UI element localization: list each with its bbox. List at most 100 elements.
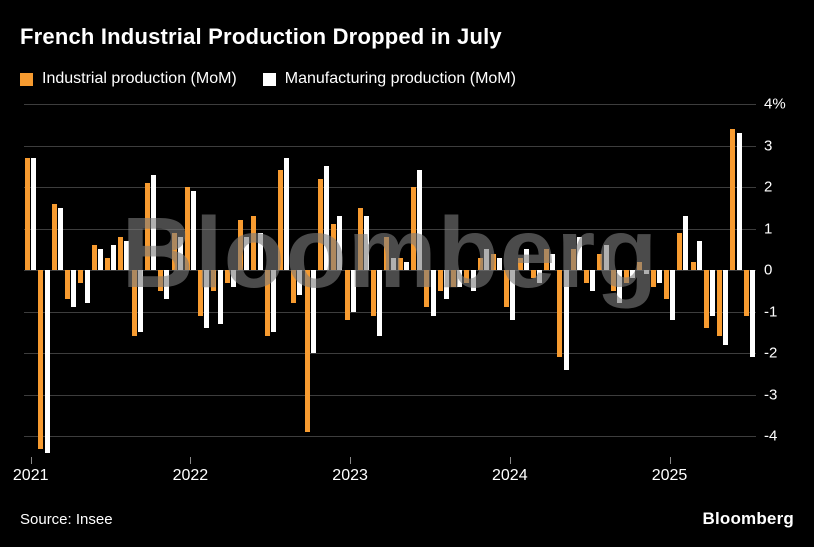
legend: Industrial production (MoM) Manufacturin… [20,70,516,88]
x-axis-tick [350,457,352,464]
bar-industrial [91,245,97,271]
bar-industrial [424,270,430,308]
bar-manufacturing [324,166,330,271]
gridline [24,145,756,147]
chart-title: French Industrial Production Dropped in … [20,24,502,49]
bar-industrial [584,270,589,283]
bar-industrial [624,270,629,283]
bar-manufacturing [390,257,396,271]
bar-manufacturing [670,270,676,320]
bar-industrial [38,270,44,449]
x-axis-tick [190,457,192,464]
y-axis-label: 0 [764,261,773,279]
bar-manufacturing [510,270,516,320]
gridline [24,311,756,313]
bar-industrial [344,270,350,320]
bar-manufacturing [430,270,436,316]
bar-industrial [743,270,749,316]
bar-manufacturing [151,174,156,271]
bar-manufacturing [337,216,343,271]
bar-industrial [544,249,550,271]
source-note: Source: Insee [20,510,113,528]
bar-manufacturing [590,270,596,291]
legend-item-manufacturing: Manufacturing production (MoM) [262,70,516,88]
bar-industrial [504,270,510,308]
bar-industrial [317,178,323,271]
bar-industrial [198,270,204,316]
bar-industrial [357,207,363,271]
gridline [24,187,756,189]
bar-industrial [450,270,456,287]
bar-industrial [211,270,217,291]
bar-manufacturing [44,270,50,453]
bar-industrial [118,236,124,271]
bar-industrial [224,270,230,283]
bar-industrial [304,270,310,433]
gridline [24,436,756,438]
bar-manufacturing [537,270,542,283]
bar-industrial [650,270,656,287]
bar-manufacturing [310,270,316,354]
bar-industrial [464,270,470,283]
bar-manufacturing [71,270,77,308]
y-axis-label: 3 [764,137,773,154]
bar-manufacturing [683,216,689,271]
x-axis-label: 2022 [172,467,209,484]
bar-manufacturing [191,191,196,271]
bar-manufacturing [550,253,556,271]
bar-manufacturing [630,270,636,279]
bar-manufacturing [723,270,729,345]
bar-manufacturing [616,270,622,304]
plot-area: Bloomberg [24,104,756,457]
bar-industrial [437,270,443,291]
bar-industrial [411,187,416,271]
bar-industrial [703,270,709,329]
bar-manufacturing [603,245,609,271]
bar-industrial [51,203,57,271]
bar-industrial [158,270,164,291]
bar-industrial [517,257,523,271]
bar-manufacturing [563,270,569,370]
y-axis-label: 4% [764,95,786,113]
bar-manufacturing [297,270,303,295]
bar-industrial [690,261,696,271]
bar-manufacturing [576,236,582,271]
bar-manufacturing [111,245,117,271]
legend-label-industrial: Industrial production (MoM) [42,70,237,87]
bar-manufacturing [377,270,383,337]
legend-swatch-manufacturing-icon [262,72,276,86]
bar-manufacturing [417,170,423,271]
bar-manufacturing [696,241,702,271]
gridline [24,270,756,272]
bar-manufacturing [443,270,449,300]
x-axis-label: 2021 [12,467,49,484]
bar-industrial [291,270,297,304]
y-axis-label: -3 [764,386,778,404]
bar-industrial [371,270,377,316]
bar-manufacturing [270,270,276,333]
bar-industrial [144,182,150,271]
bar-industrial [597,253,603,271]
bar-industrial [384,236,390,271]
bar-industrial [277,170,283,271]
bar-industrial [637,261,643,271]
bar-manufacturing [244,236,250,271]
bar-manufacturing [656,270,662,283]
bar-manufacturing [217,270,223,325]
y-axis-label: 1 [764,220,773,238]
bar-manufacturing [710,270,715,316]
bar-industrial [717,270,723,337]
x-axis: 2021 2022 2023 2024 2025 [13,457,756,493]
x-axis-label: 2024 [492,467,528,484]
bar-manufacturing [177,236,183,271]
bar-manufacturing [84,270,90,304]
bar-industrial [184,187,190,271]
bar-industrial [610,270,616,291]
footer: Source: Insee Bloomberg [20,509,794,529]
bar-manufacturing [204,270,210,329]
bar-industrial [557,270,563,358]
bar-manufacturing [483,249,489,271]
bar-manufacturing [457,270,463,287]
y-axis: 4% 3 2 1 0 -1 -2 -3 -4 [762,96,814,457]
bar-industrial [477,257,483,271]
